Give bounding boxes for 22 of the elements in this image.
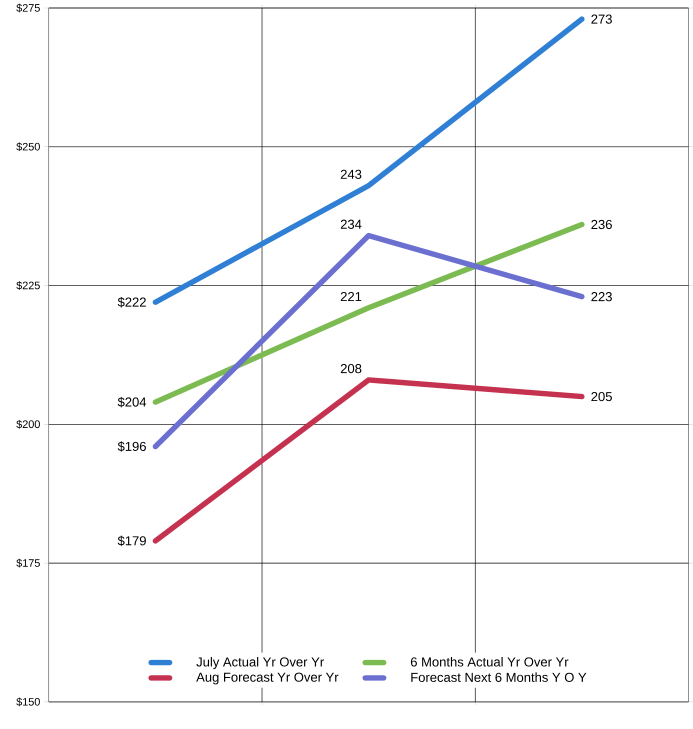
legend-label: Aug Forecast Yr Over Yr bbox=[196, 672, 338, 684]
legend-label: 6 Months Actual Yr Over Yr bbox=[410, 657, 568, 667]
data-label: 243 bbox=[340, 170, 362, 179]
y-tick-label: $200 bbox=[16, 420, 40, 429]
data-label: 205 bbox=[591, 392, 612, 402]
data-label: 273 bbox=[591, 14, 612, 24]
data-label: 221 bbox=[340, 292, 362, 302]
y-tick-label: $175 bbox=[16, 558, 40, 568]
data-label: 208 bbox=[340, 364, 362, 374]
y-tick-label: $225 bbox=[16, 281, 40, 290]
y-tick-label: $250 bbox=[16, 142, 40, 152]
data-label: 223 bbox=[591, 292, 612, 302]
data-label: 234 bbox=[340, 220, 362, 229]
legend-label: July Actual Yr Over Yr bbox=[196, 657, 324, 670]
data-label: $222 bbox=[118, 296, 146, 308]
data-label: $204 bbox=[118, 396, 146, 408]
data-label: $179 bbox=[118, 536, 146, 546]
y-tick-label: $275 bbox=[16, 4, 40, 12]
data-label: $196 bbox=[118, 441, 146, 452]
data-label: 236 bbox=[591, 220, 612, 230]
legend-label: Forecast Next 6 Months Y O Y bbox=[411, 672, 586, 682]
y-tick-label: $150 bbox=[16, 698, 40, 706]
